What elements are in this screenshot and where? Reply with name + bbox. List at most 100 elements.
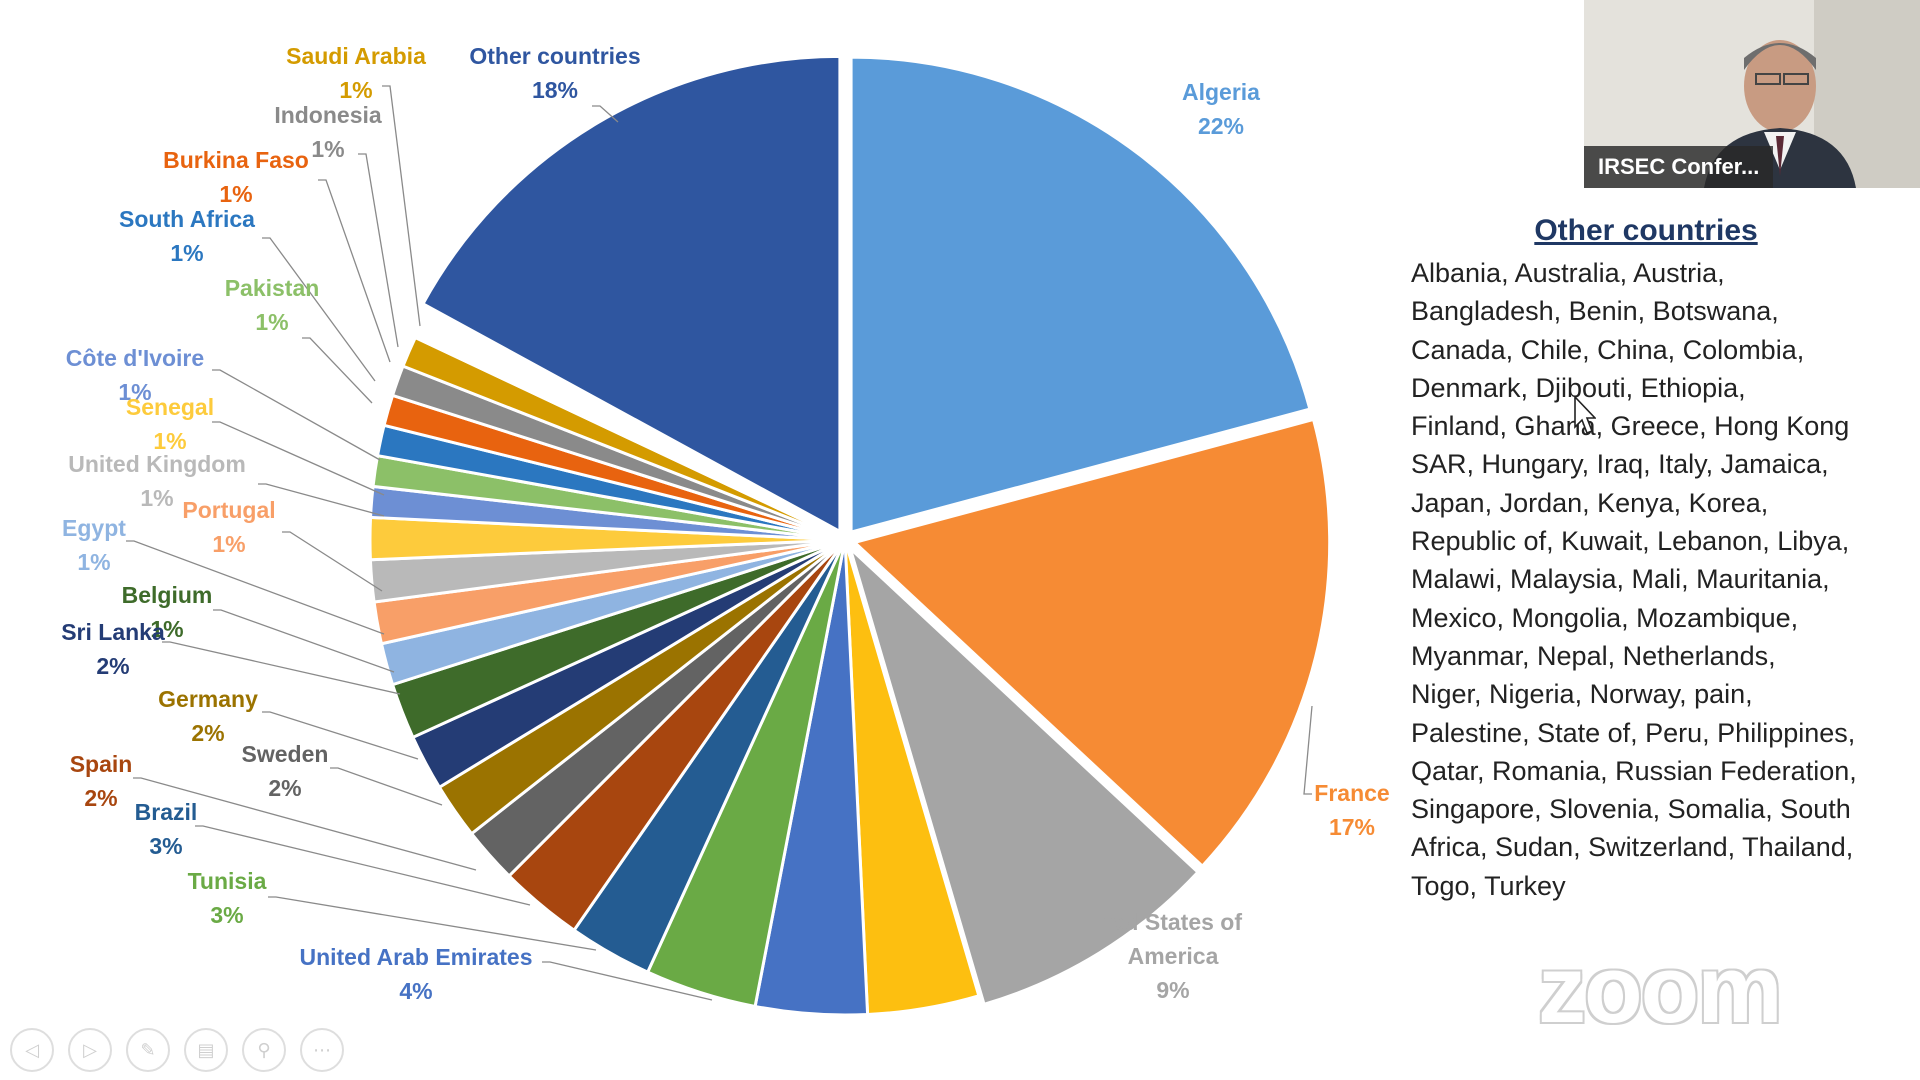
label-sweden-line-1: 2% (268, 775, 301, 801)
pie-slice-france (851, 417, 1332, 869)
label-sweden-line-0: Sweden (242, 741, 329, 767)
pie-slices (368, 54, 1332, 1017)
label-tunisia-line-1: 3% (210, 902, 243, 928)
pie-slice-other-countries (420, 54, 842, 534)
slides-icon[interactable]: ▤ (184, 1028, 228, 1072)
label-tunisia-line-0: Tunisia (188, 868, 267, 894)
label-united-arab-emirates-line-0: United Arab Emirates (299, 944, 532, 970)
leader-line-saudi-arabia (382, 85, 421, 327)
other-countries-line: Africa, Sudan, Switzerland, Thailand, (1411, 832, 1854, 863)
label-sri-lanka-line-0: Sri Lanka (61, 619, 165, 645)
label-united-arab-emirates: United Arab Emirates 4% (299, 944, 532, 1004)
label-portugal-line-1: 1% (212, 531, 245, 557)
leader-line-brazil (195, 825, 531, 906)
leader-line-south-africa (262, 237, 376, 382)
label-saudi-arabia-line-1: 1% (339, 77, 372, 103)
label-germany-line-1: 2% (191, 720, 224, 746)
label-pakistan-line-1: 1% (255, 309, 288, 335)
pie-slice-algeria (849, 55, 1312, 535)
leader-line-germany (262, 711, 419, 760)
label-burkina-faso-line-1: 1% (219, 181, 252, 207)
label-spain: Spain 2% (70, 751, 133, 811)
label-pakistan: Pakistan 1% (225, 275, 320, 335)
leader-line-united-arab-emirates (542, 961, 713, 1001)
label-tunisia: Tunisia 3% (188, 868, 267, 928)
leader-line-tunisia (268, 896, 597, 951)
leader-line-portugal (282, 531, 383, 592)
label-belgium: Belgium 1% (122, 582, 213, 642)
label-indonesia: Indonesia 1% (274, 102, 382, 162)
other-countries-line: Qatar, Romania, Russian Federation, (1411, 755, 1857, 786)
other-countries-line: Japan, Jordan, Kenya, Korea, (1411, 487, 1769, 518)
label-senegal-line-1: 1% (153, 428, 186, 454)
slide-controls-toolbar: ◁ ▷ ✎ ▤ ⚲ ⋯ (10, 1028, 344, 1072)
leader-line-indonesia (358, 153, 399, 348)
label-portugal: Portugal 1% (182, 497, 275, 557)
other-countries-list: Albania, Australia, Austria, Bangladesh, … (1411, 254, 1891, 905)
label-belgium-line-1: 1% (150, 616, 183, 642)
label-sweden: Sweden 2% (242, 741, 329, 801)
label-burkina-faso-line-0: Burkina Faso (163, 147, 309, 173)
leader-line-sri-lanka (162, 641, 401, 695)
label-united-states-of-america-line-0: ted States of (1104, 909, 1242, 935)
leader-lines (126, 85, 1313, 1001)
more-icon[interactable]: ⋯ (300, 1028, 344, 1072)
label-burkina-faso: Burkina Faso 1% (163, 147, 309, 207)
label-united-kingdom-line-1: 1% (140, 485, 173, 511)
zoom-watermark: zoom (1538, 936, 1783, 1043)
previous-icon[interactable]: ◁ (10, 1028, 54, 1072)
label-saudi-arabia-line-0: Saudi Arabia (286, 43, 426, 69)
other-countries-line: SAR, Hungary, Iraq, Italy, Jamaica, (1411, 449, 1829, 480)
pie-slice-united-states-of-america (847, 543, 1201, 1007)
label-south-africa: South Africa 1% (119, 206, 255, 266)
label-south-africa-line-0: South Africa (119, 206, 255, 232)
label-egypt-line-0: Egypt (62, 515, 126, 541)
label-united-states-of-america-line-2: 9% (1156, 977, 1189, 1003)
other-countries-line: Niger, Nigeria, Norway, pain, (1411, 679, 1753, 710)
other-countries-line: Palestine, State of, Peru, Philippines, (1411, 717, 1856, 748)
label-united-kingdom-line-0: United Kingdom (68, 451, 246, 477)
label-other-countries-line-1: 18% (532, 77, 578, 103)
label-egypt: Egypt 1% (62, 515, 126, 575)
label-cote-d-ivoire-line-1: 1% (118, 379, 151, 405)
next-icon[interactable]: ▷ (68, 1028, 112, 1072)
label-germany-line-0: Germany (158, 686, 258, 712)
other-countries-line: Canada, Chile, China, Colombia, (1411, 334, 1805, 365)
label-united-kingdom: United Kingdom 1% (68, 451, 246, 511)
label-united-states-of-america: ted States of America 9% (1104, 909, 1242, 1003)
label-belgium-line-0: Belgium (122, 582, 213, 608)
other-countries-panel: Other countries Albania, Australia, Aust… (1411, 214, 1891, 905)
leader-line-pakistan (302, 337, 373, 404)
label-indonesia-line-0: Indonesia (274, 102, 382, 128)
other-countries-line: Bangladesh, Benin, Botswana, (1411, 296, 1779, 327)
leader-line-spain (133, 777, 477, 871)
other-countries-line: Myanmar, Nepal, Netherlands, (1411, 640, 1776, 671)
label-united-states-of-america-line-1: America (1128, 943, 1219, 969)
other-countries-line: Togo, Turkey (1411, 870, 1566, 901)
leader-line-egypt (126, 540, 385, 635)
other-countries-line: Republic of, Kuwait, Lebanon, Libya, (1411, 526, 1850, 557)
participant-video-tile[interactable]: IRSEC Confer... (1584, 0, 1920, 188)
other-countries-title: Other countries (1534, 214, 1758, 247)
leader-line-france (1303, 705, 1313, 795)
leader-line-cote-d-ivoire (212, 369, 381, 461)
other-countries-line: Albania, Australia, Austria, (1411, 258, 1725, 288)
other-countries-line: Finland, Ghana, Greece, Hong Kong (1411, 411, 1850, 442)
zoom-icon[interactable]: ⚲ (242, 1028, 286, 1072)
label-other-countries-line-0: Other countries (469, 43, 640, 69)
label-brazil-line-1: 3% (149, 833, 182, 859)
label-algeria-line-1: 22% (1198, 113, 1244, 139)
leader-line-other-countries (592, 105, 619, 123)
label-germany: Germany 2% (158, 686, 258, 746)
other-countries-line: Denmark, Djibouti, Ethiopia, (1411, 372, 1746, 403)
other-countries-line: Mexico, Mongolia, Mozambique, (1411, 602, 1799, 633)
label-france: France 17% (1314, 780, 1389, 840)
label-france-line-0: France (1314, 780, 1389, 806)
label-indonesia-line-1: 1% (311, 136, 344, 162)
leader-line-sweden (330, 767, 443, 806)
label-sri-lanka: Sri Lanka 2% (61, 619, 165, 679)
label-senegal-line-0: Senegal (126, 394, 214, 420)
label-brazil: Brazil 3% (135, 799, 198, 859)
label-saudi-arabia: Saudi Arabia 1% (286, 43, 426, 103)
pen-icon[interactable]: ✎ (126, 1028, 170, 1072)
